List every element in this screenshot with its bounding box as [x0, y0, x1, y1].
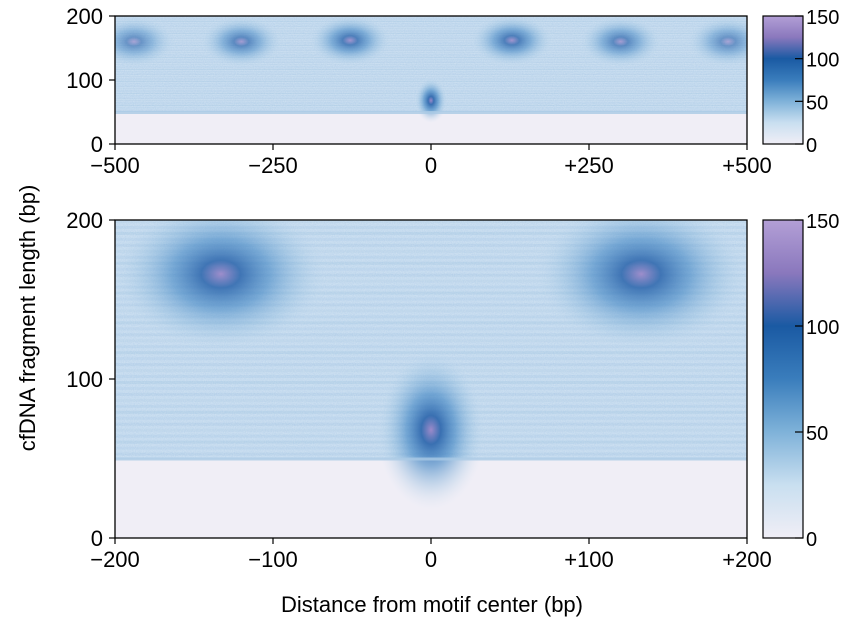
bottom-panel: −200 −100 0 +100 +200 0 100 200 0 50 100 150	[66, 208, 839, 572]
striation	[115, 279, 747, 283]
x-axis-label: Distance from motif center (bp)	[281, 592, 583, 617]
striation	[115, 42, 747, 44]
striation	[115, 315, 747, 319]
striation	[115, 35, 747, 37]
x-tick-label: +200	[722, 547, 772, 572]
colorbar-gradient	[762, 219, 804, 539]
y-axis-label: cfDNA fragment length (bp)	[15, 185, 40, 452]
hotspot	[415, 78, 447, 123]
top-colorbar: 0 50 100 150	[762, 7, 839, 157]
floor-edge	[115, 457, 747, 461]
top-axes: −500 −250 0 +250 +500 0 100 200	[66, 4, 772, 178]
y-tick-label: 100	[66, 367, 103, 392]
colorbar-tick-label: 150	[806, 211, 839, 233]
y-tick-label: 200	[66, 4, 103, 29]
x-tick-label: −200	[90, 547, 140, 572]
striation	[115, 76, 747, 78]
x-tick-label: −500	[90, 153, 140, 178]
striation	[115, 309, 747, 313]
colorbar-tick-label: 50	[806, 423, 828, 445]
x-tick-label: 0	[425, 153, 437, 178]
striation	[115, 61, 747, 63]
striation	[115, 255, 747, 259]
x-tick-label: +100	[564, 547, 614, 572]
striation	[115, 18, 747, 20]
hotspot	[532, 220, 747, 351]
striation	[115, 291, 747, 295]
y-tick-label: 0	[91, 132, 103, 157]
striation	[115, 28, 747, 30]
striation	[115, 47, 747, 49]
striation	[115, 64, 747, 66]
x-tick-label: +250	[564, 153, 614, 178]
striation	[115, 231, 747, 235]
striation	[115, 339, 747, 343]
striation	[115, 297, 747, 301]
striation	[115, 59, 747, 61]
top-heatmap	[115, 16, 747, 144]
striation	[115, 71, 747, 73]
striation	[115, 321, 747, 325]
colorbar-tick-label: 100	[806, 50, 839, 72]
striation	[115, 66, 747, 68]
striation	[115, 32, 747, 34]
x-tick-label: −250	[248, 153, 298, 178]
striation	[115, 54, 747, 56]
striation	[115, 20, 747, 22]
top-panel: −500 −250 0 +250 +500 0 100 200 0 50 100 150	[66, 4, 839, 178]
y-tick-label: 200	[66, 208, 103, 233]
colorbar-gradient	[762, 15, 804, 145]
x-tick-label: +500	[722, 153, 772, 178]
striation	[115, 261, 747, 265]
striation	[115, 25, 747, 27]
hotspot	[308, 16, 392, 66]
hotspot	[470, 16, 554, 66]
colorbar-tick-label: 50	[806, 92, 828, 114]
floor-edge	[115, 111, 747, 114]
striation	[115, 37, 747, 39]
colorbar-tick-label: 0	[806, 529, 817, 551]
colorbar-tick-label: 100	[806, 317, 839, 339]
striation	[115, 249, 747, 253]
striation	[115, 30, 747, 32]
bottom-colorbar: 0 50 100 150	[762, 211, 839, 551]
hotspot	[686, 16, 747, 68]
striation	[115, 267, 747, 271]
striation	[115, 237, 747, 241]
striation	[115, 243, 747, 247]
x-tick-label: −100	[248, 547, 298, 572]
hotspot	[199, 16, 283, 68]
striation	[115, 44, 747, 46]
striation	[115, 220, 747, 223]
striation	[115, 23, 747, 25]
striation	[115, 40, 747, 42]
striation	[115, 345, 747, 349]
striation	[115, 52, 747, 54]
striation	[115, 285, 747, 289]
striation	[115, 73, 747, 75]
striation	[115, 333, 747, 337]
x-tick-label: 0	[425, 547, 437, 572]
striation	[115, 327, 747, 331]
hotspot	[115, 16, 176, 68]
bottom-axes: −200 −100 0 +100 +200 0 100 200	[66, 208, 772, 572]
bottom-heatmap	[115, 220, 747, 538]
striation	[115, 68, 747, 70]
striation	[115, 303, 747, 307]
striation	[115, 56, 747, 58]
colorbar-tick-label: 150	[806, 7, 839, 29]
striation	[115, 49, 747, 51]
striation	[115, 273, 747, 277]
y-tick-label: 0	[91, 526, 103, 551]
colorbar-tick-label: 0	[806, 135, 817, 157]
hotspot	[115, 220, 330, 351]
hotspot	[376, 349, 486, 510]
striation	[115, 225, 747, 229]
y-tick-label: 100	[66, 68, 103, 93]
hotspot	[579, 16, 663, 68]
